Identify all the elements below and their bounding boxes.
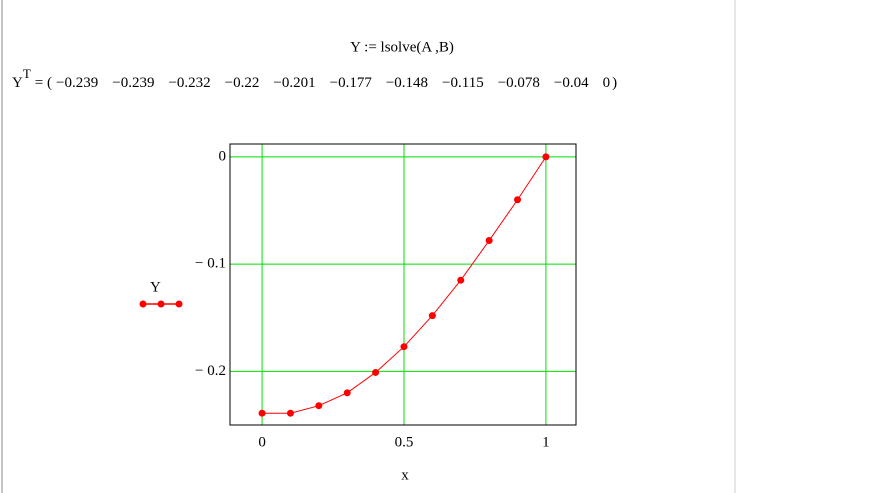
vector-value: −0.239 — [56, 75, 98, 91]
data-point — [315, 402, 323, 410]
legend-marker — [139, 300, 147, 308]
data-point — [542, 153, 550, 161]
x-tick-label: 0 — [258, 434, 266, 450]
vector-value: −0.201 — [273, 75, 315, 91]
vector-value: −0.232 — [168, 75, 210, 91]
plot-frame — [229, 143, 577, 426]
vector-value: −0.078 — [498, 75, 540, 91]
legend-label: Y — [150, 279, 161, 295]
data-point — [514, 196, 522, 204]
x-tick-label: 1 — [542, 434, 550, 450]
legend-marker — [157, 300, 165, 308]
vector-value: −0.22 — [225, 75, 260, 91]
vector-value: −0.177 — [330, 75, 373, 91]
y-tick-label: − 0.1 — [195, 256, 226, 272]
open-paren: = ( — [35, 75, 52, 91]
x-axis-label: x — [401, 467, 409, 483]
vector-value: −0.04 — [554, 75, 589, 91]
result: YT= (−0.239 −0.239 −0.232 −0.22 −0.201 −0.177… — [12, 66, 617, 91]
vector-value: −0.148 — [386, 75, 428, 91]
definition: Y := lsolve(A ,B) — [350, 39, 454, 55]
data-point — [372, 368, 380, 376]
data-point — [286, 409, 294, 417]
data-point — [400, 343, 408, 351]
result-superscript: T — [23, 66, 31, 81]
data-point — [457, 276, 465, 284]
vector-value: −0.239 — [112, 75, 154, 91]
y-tick-label: 0 — [219, 148, 227, 164]
y-tick-label: − 0.2 — [195, 363, 226, 379]
x-tick-label: 0.5 — [395, 434, 414, 450]
data-point — [428, 312, 436, 320]
data-point — [485, 237, 493, 245]
data-point — [343, 389, 351, 397]
vector-value: −0.115 — [442, 75, 484, 91]
vector-value: 0 — [603, 75, 611, 91]
data-point — [258, 409, 266, 417]
result-name: Y — [12, 75, 23, 91]
legend-marker — [175, 300, 183, 308]
close-paren: ) — [612, 75, 617, 91]
